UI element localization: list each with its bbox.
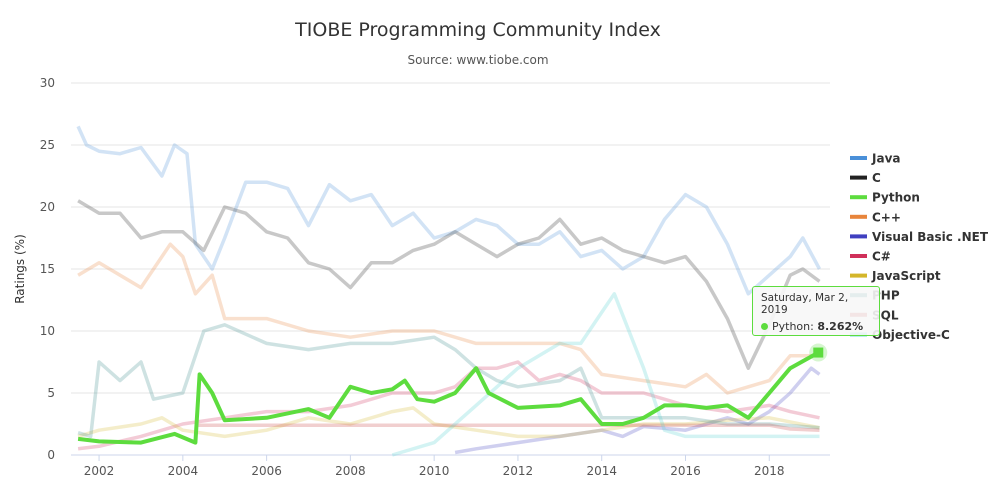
series-line-python[interactable] — [77, 350, 820, 445]
series-line-javascript[interactable] — [77, 406, 820, 439]
tooltip-value: 8.262% — [817, 320, 864, 333]
series-line-sql[interactable] — [195, 423, 820, 432]
tooltip-dot-icon — [761, 323, 768, 330]
x-tick-label: 2006 — [251, 464, 282, 478]
tooltip-series: Python: — [772, 320, 818, 333]
y-tick-label: 20 — [40, 200, 55, 214]
legend-item-python[interactable]: Python — [850, 191, 920, 205]
legend-label: Java — [871, 152, 900, 166]
y-tick-label: 15 — [40, 262, 55, 276]
legend-label: C# — [872, 250, 891, 264]
x-tick-label: 2002 — [84, 464, 115, 478]
tooltip: Saturday, Mar 2, 2019 Python: 8.262% — [752, 286, 880, 336]
chart-title: TIOBE Programming Community Index — [294, 19, 661, 41]
series-line-php[interactable] — [77, 323, 820, 439]
tooltip-date: Saturday, Mar 2, 2019 — [761, 292, 849, 316]
legend-label: JavaScript — [871, 269, 941, 283]
legend-item-visual-basic-net[interactable]: Visual Basic .NET — [850, 230, 989, 244]
series-line-c[interactable] — [77, 199, 821, 370]
y-tick-label: 10 — [40, 324, 55, 338]
y-tick-label: 5 — [47, 386, 55, 400]
x-tick-label: 2018 — [754, 464, 785, 478]
series-line-java[interactable] — [76, 125, 822, 296]
legend-label: C — [872, 171, 881, 185]
x-tick-label: 2014 — [586, 464, 617, 478]
legend-item-java[interactable]: Java — [850, 152, 900, 166]
legend-item-javascript[interactable]: JavaScript — [850, 269, 941, 283]
legend-item-c[interactable]: C — [850, 171, 881, 185]
y-axis-label: Ratings (%) — [13, 234, 27, 304]
legend-swatch — [850, 156, 867, 160]
chart-subtitle: Source: www.tiobe.com — [407, 53, 548, 67]
x-tick-label: 2016 — [670, 464, 701, 478]
legend-swatch — [850, 195, 867, 200]
legend-label: Objective-C — [872, 328, 950, 342]
legend-label: C++ — [872, 210, 901, 224]
legend-label: Visual Basic .NET — [872, 230, 989, 244]
legend-item-c-[interactable]: C# — [850, 250, 891, 264]
legend-swatch — [850, 234, 867, 239]
legend-item-c-[interactable]: C++ — [850, 210, 901, 224]
series-line-c-[interactable] — [77, 242, 820, 395]
y-tick-label: 0 — [47, 448, 55, 462]
x-tick-label: 2012 — [503, 464, 534, 478]
series-line-visual-basic-net[interactable] — [454, 366, 821, 455]
x-tick-label: 2010 — [419, 464, 450, 478]
y-tick-label: 30 — [40, 76, 55, 90]
x-tick-label: 2008 — [335, 464, 366, 478]
x-tick-label: 2004 — [168, 464, 199, 478]
legend-label: Python — [872, 191, 920, 205]
series-line-objective-c[interactable] — [391, 292, 820, 457]
legend-swatch — [850, 254, 867, 258]
y-tick-label: 25 — [40, 138, 55, 152]
legend-swatch — [850, 273, 867, 278]
hover-marker[interactable] — [813, 347, 824, 358]
legend-swatch — [850, 175, 867, 180]
legend-swatch — [850, 214, 867, 219]
